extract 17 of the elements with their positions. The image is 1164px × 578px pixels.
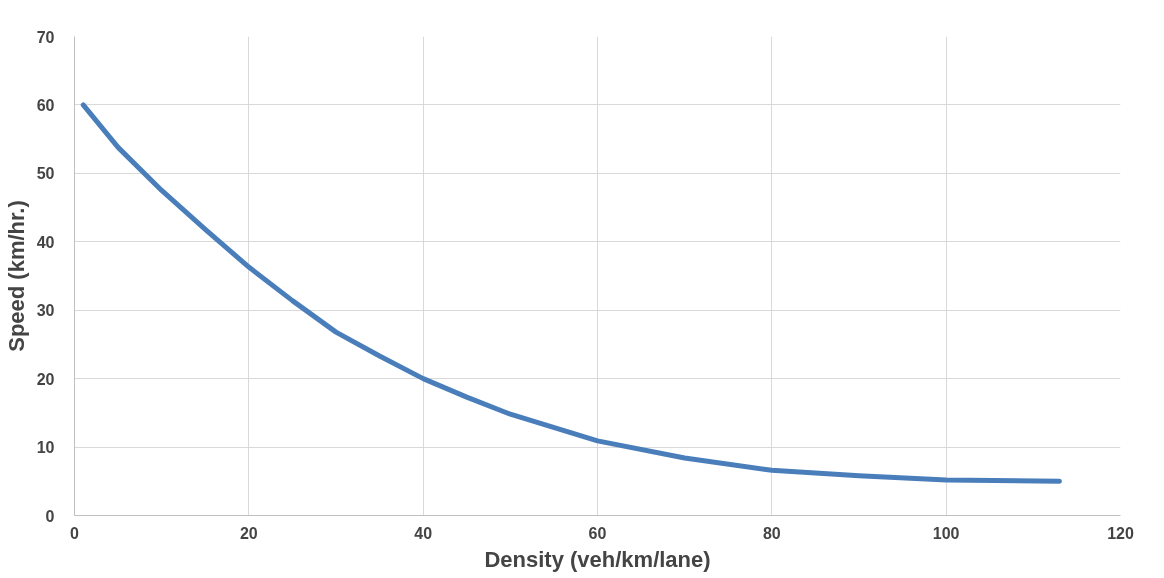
x-tick-label: 80	[762, 524, 781, 542]
x-tick-label: 0	[70, 524, 80, 542]
x-tick-label: 120	[1107, 524, 1134, 542]
y-tick-label: 30	[36, 302, 55, 320]
x-tick-label: 20	[239, 524, 258, 542]
y-axis-title: Speed (km/hr.)	[3, 200, 29, 352]
y-tick-label: 20	[36, 370, 55, 388]
y-tick-label: 0	[45, 507, 55, 525]
y-tick-label: 50	[36, 165, 55, 183]
x-tick-label: 100	[932, 524, 960, 542]
x-tick-label: 40	[414, 524, 433, 542]
x-axis-title: Density (veh/km/lane)	[484, 546, 711, 572]
y-tick-label: 70	[36, 28, 55, 46]
y-tick-label: 10	[36, 439, 55, 457]
x-tick-label: 60	[588, 524, 607, 542]
y-tick-label: 40	[36, 233, 55, 251]
y-tick-label: 60	[36, 96, 55, 114]
